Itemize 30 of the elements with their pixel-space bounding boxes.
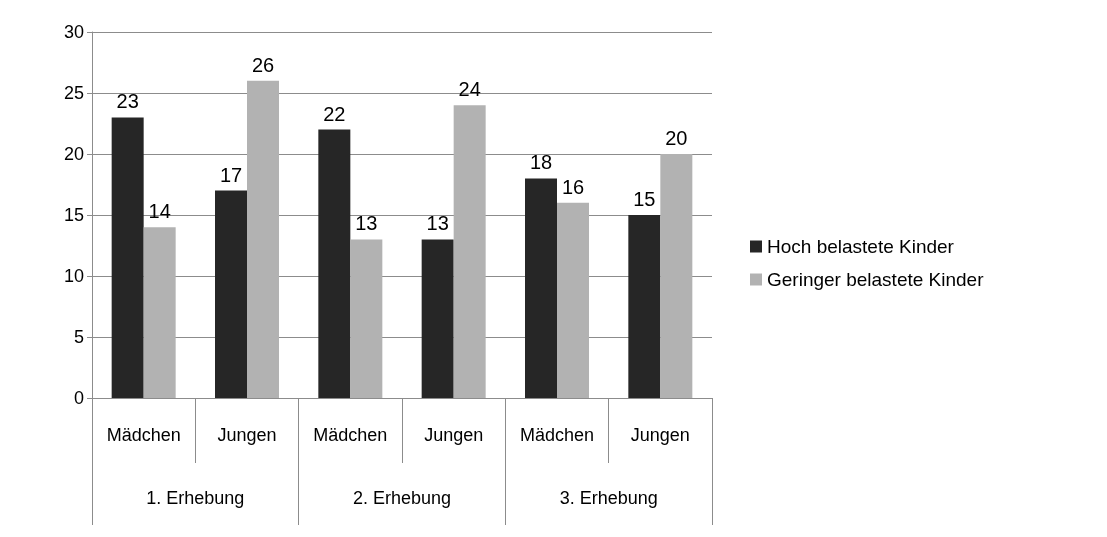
x-tick-label: Mädchen bbox=[313, 425, 388, 445]
data-label: 24 bbox=[458, 78, 481, 101]
data-label: 15 bbox=[633, 188, 656, 210]
x-tick-label: Jungen bbox=[217, 425, 277, 445]
legend-label: Hoch belastete Kinder bbox=[767, 236, 955, 257]
data-label: 13 bbox=[355, 212, 378, 235]
x-tick-label: Jungen bbox=[424, 425, 484, 445]
data-label: 13 bbox=[426, 212, 449, 235]
y-tick-label: 25 bbox=[63, 83, 84, 103]
legend-label: Geringer belastete Kinder bbox=[767, 269, 985, 290]
x-tick-label: Mädchen bbox=[519, 425, 595, 445]
data-label: 26 bbox=[251, 53, 275, 76]
y-tick-label: 15 bbox=[63, 205, 84, 225]
data-label: 22 bbox=[323, 102, 346, 125]
y-tick-label: 20 bbox=[63, 144, 84, 164]
data-label: 16 bbox=[561, 175, 585, 198]
x-tick-label: Jungen bbox=[630, 425, 690, 445]
text: 3. Erhebung bbox=[559, 488, 658, 508]
y-tick-label: 5 bbox=[73, 327, 84, 347]
data-label: 14 bbox=[148, 200, 171, 223]
data-label: 20 bbox=[665, 127, 688, 149]
data-label: 17 bbox=[219, 163, 243, 186]
y-tick-label: 0 bbox=[73, 388, 84, 408]
data-label: 18 bbox=[529, 151, 553, 174]
data-label: 23 bbox=[116, 90, 139, 113]
x-tick-label: Mädchen bbox=[106, 425, 181, 445]
y-tick-label: 10 bbox=[63, 266, 84, 286]
text: 1. Erhebung bbox=[146, 488, 245, 508]
text: 2. Erhebung bbox=[352, 488, 452, 508]
y-tick-label: 30 bbox=[63, 22, 84, 42]
